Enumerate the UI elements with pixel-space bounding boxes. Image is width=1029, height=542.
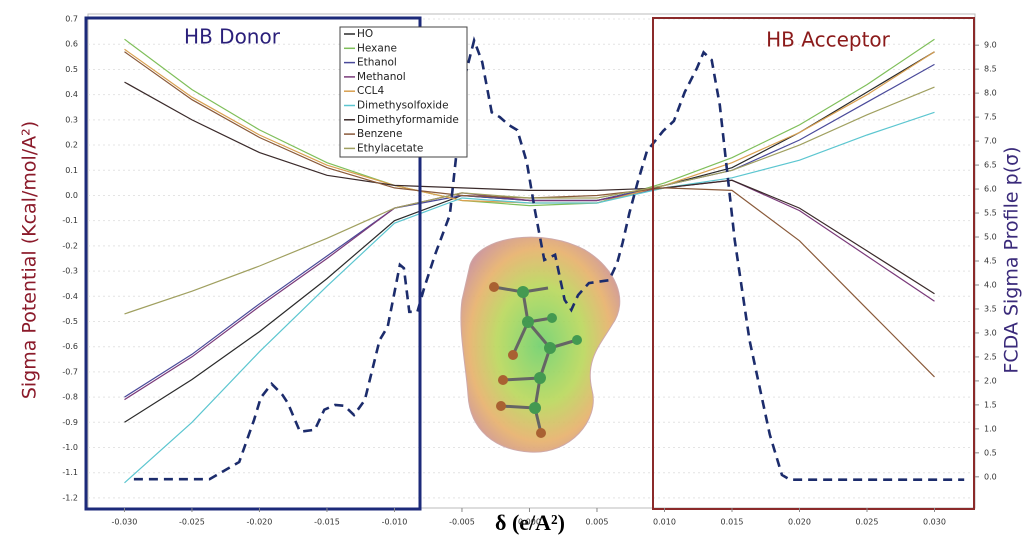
chart: HB Donor HB Acceptor HO Hexane Ethanol Meth… [0,0,1029,542]
y-tick-label: 0.5 [65,65,78,74]
y-tick-label: -0.1 [62,216,78,225]
legend-label: Ethanol [357,57,397,69]
y2-tick-label: 7.0 [984,137,997,146]
y2-tick-label: 6.0 [984,185,997,194]
x-tick-label: -0.005 [449,518,475,527]
y2-tick-label: 1.5 [984,400,997,409]
y2-tick-label: 8.5 [984,65,997,74]
x-tick-label: 0.025 [856,518,879,527]
legend-label: Dimethysolfoxide [357,100,449,112]
y2-tick-label: 3.0 [984,328,997,337]
y2-tick-label: 4.5 [984,257,997,266]
x-tick-label: 0.005 [586,518,609,527]
y-axis-label: Sigma Potential (Kcal/mol/A²) [19,121,41,399]
y2-tick-label: 6.5 [984,161,997,170]
y-tick-label: -0.7 [62,367,78,376]
y-tick-label: -1.1 [62,468,78,477]
y2-axis-label: FCDA Sigma Profile p(σ) [1001,146,1023,373]
x-tick-label: 0.015 [721,518,744,527]
y2-tick-label: 7.5 [984,113,997,122]
x-tick-label: 0.020 [788,518,811,527]
x-tick-label: -0.025 [179,518,205,527]
annotation: HB Donor [184,25,281,49]
y-tick-label: -0.9 [62,418,78,427]
y-tick-label: -0.4 [62,292,78,301]
y-tick-label: 0.7 [65,15,78,24]
y-tick-label: -0.2 [62,241,78,250]
annotation: HB Acceptor [766,28,891,52]
y-tick-label: 0.0 [65,191,78,200]
y-tick-label: -0.8 [62,393,78,402]
y-tick-label: 0.3 [65,115,78,124]
y2-tick-label: 9.0 [984,41,997,50]
legend: HO Hexane Ethanol Methanol CCL4 Dimethysolfox… [340,27,467,157]
y2-tick-label: 0.5 [984,448,997,457]
legend-label: HO [357,28,373,40]
y-tick-label: -1.0 [62,443,78,452]
legend-label: CCL4 [357,85,385,97]
legend-label: Hexane [357,42,397,54]
x-tick-label: 0.010 [653,518,676,527]
y2-tick-label: 1.0 [984,424,997,433]
x-tick-label: -0.030 [112,518,138,527]
x-tick-label: -0.020 [247,518,273,527]
x-tick-label: 0.000 [518,518,541,527]
y2-tick-label: 4.0 [984,280,997,289]
y2-tick-label: 3.5 [984,304,997,313]
y-tick-label: 0.4 [65,90,78,99]
x-tick-label: -0.010 [382,518,408,527]
y-tick-label: -1.2 [62,493,78,502]
y-tick-label: -0.3 [62,267,78,276]
y2-tick-label: 5.5 [984,209,997,218]
y2-tick-label: 8.0 [984,89,997,98]
y-tick-label: -0.6 [62,342,78,351]
y2-tick-label: 2.0 [984,376,997,385]
y2-tick-label: 0.0 [984,472,997,481]
y-tick-label: 0.1 [65,166,78,175]
y-tick-label: -0.5 [62,317,78,326]
legend-label: Benzene [357,128,402,140]
y2-tick-label: 5.0 [984,233,997,242]
y-tick-label: 0.6 [65,40,78,49]
x-tick-label: -0.015 [314,518,340,527]
y2-tick-label: 2.5 [984,352,997,361]
legend-label: Ethylacetate [357,142,423,154]
legend-label: Methanol [357,71,406,83]
legend-label: Dimethyformamide [357,114,459,126]
y-tick-label: 0.2 [65,141,78,150]
x-tick-label: 0.030 [923,518,946,527]
